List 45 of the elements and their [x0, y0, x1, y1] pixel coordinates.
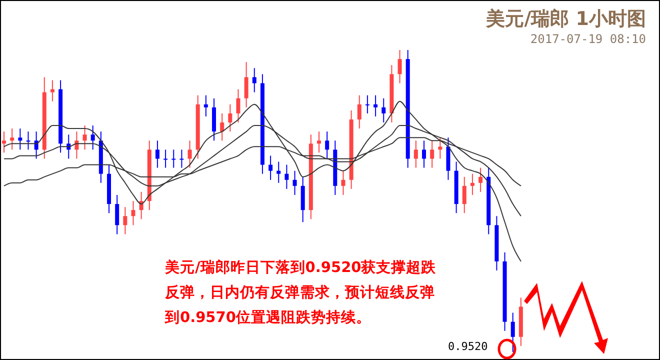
candlestick: [325, 131, 330, 160]
candlestick: [220, 112, 224, 142]
candlestick: [228, 104, 232, 132]
candlestick: [204, 94, 208, 117]
candlestick: [180, 149, 184, 168]
text: 2017-07-19 08:10: [530, 32, 646, 46]
candlestick: [172, 149, 176, 168]
candlestick: [82, 125, 87, 150]
text: 美元/瑞郎 1小时图: [486, 7, 646, 32]
candlestick: [115, 194, 120, 235]
candlestick: [188, 140, 192, 168]
candlestick: [398, 50, 402, 84]
candlestick: [2, 131, 6, 154]
candlestick: [365, 94, 370, 114]
annotation: 0.9520: [448, 340, 488, 353]
annotation: 美元/瑞郎昨日下落到0.9520获支撑超跌反弹，日内仍有反弹需求，预计短线反弹到0.9570位置遇阻跌势持续。: [165, 258, 437, 328]
candlestick: [131, 200, 136, 226]
candlestick: [284, 164, 289, 190]
candlestick: [90, 125, 95, 150]
candlestick: [50, 80, 54, 102]
candlestick: [18, 128, 22, 150]
candlestick: [292, 170, 297, 196]
candlestick: [462, 176, 466, 214]
candlestick: [374, 94, 378, 117]
candlestick: [382, 98, 386, 123]
candlestick: [26, 131, 30, 150]
candlestick: [164, 149, 168, 168]
candlestick: [317, 131, 321, 154]
candlestick: [430, 140, 434, 168]
candlestick: [155, 140, 160, 168]
candlestick: [276, 161, 281, 184]
candlestick: [478, 167, 483, 192]
candlestick: [341, 170, 346, 196]
candlestick: [510, 312, 515, 352]
candlestick: [252, 68, 256, 93]
candlestick: [438, 137, 442, 160]
candlestick: [123, 206, 128, 235]
candlestick: [236, 88, 240, 123]
candlestick: [422, 140, 426, 168]
candlestick: [244, 62, 248, 108]
candlestick: [10, 128, 14, 150]
candlestick: [470, 173, 474, 196]
candlestick: [268, 155, 273, 180]
candlestick: [357, 94, 362, 130]
candlestick: [414, 140, 418, 168]
